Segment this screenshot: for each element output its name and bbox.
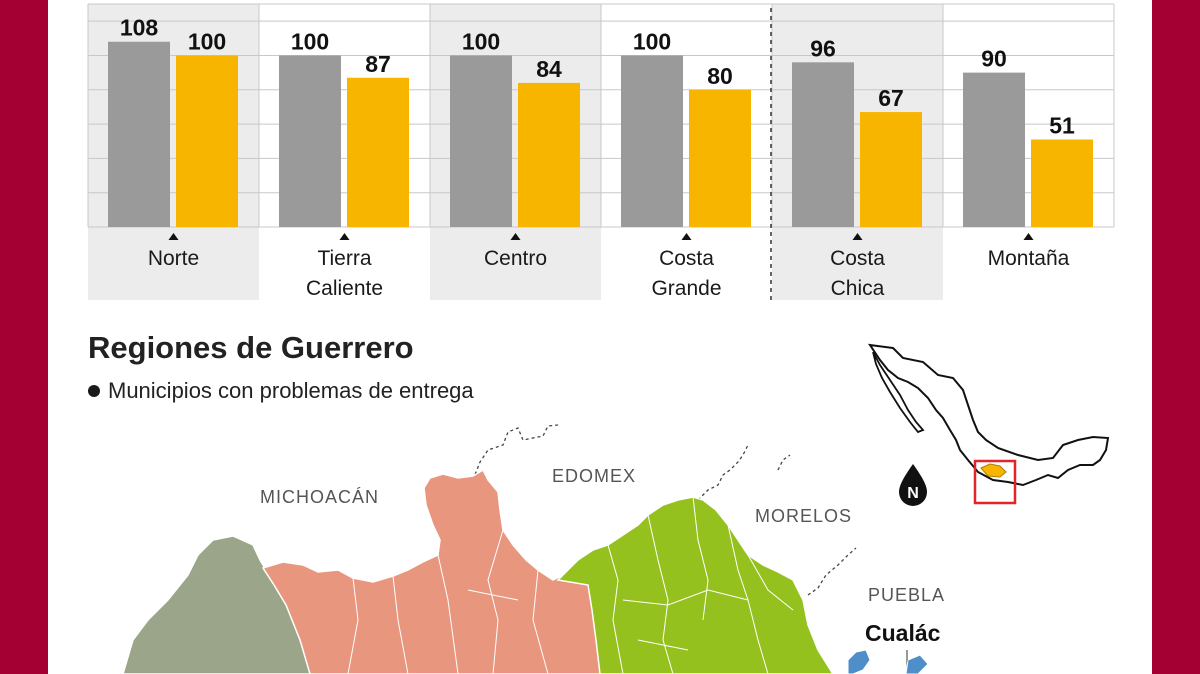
- municipality-label-cualac: Cualác: [865, 620, 941, 646]
- tick-marker-icon: [339, 233, 350, 240]
- bar: [176, 55, 238, 227]
- category-label-line: Centro: [483, 247, 548, 270]
- region-cualac: [847, 649, 871, 674]
- category-label: Norte: [89, 244, 259, 274]
- guerrero-map: N: [122, 343, 1110, 674]
- tick-marker-icon: [510, 233, 521, 240]
- mexico-inset: [867, 343, 1110, 505]
- bars: [108, 41, 1093, 228]
- state-label-morelos: MORELOS: [755, 506, 853, 526]
- value-label: 108: [120, 15, 159, 41]
- value-label: 51: [1049, 113, 1075, 139]
- category-label: Tierra Caliente: [260, 244, 430, 304]
- value-label: 80: [707, 63, 733, 89]
- value-label: 84: [536, 56, 562, 82]
- category-label-line: Costa: [830, 247, 885, 270]
- tick-marker-icon: [681, 233, 692, 240]
- category-label: Centro: [431, 244, 601, 274]
- category-label-line: Norte: [147, 247, 200, 270]
- bar: [518, 82, 580, 228]
- inset-highlight-box: [973, 459, 1017, 505]
- value-labels: 108 100 100 87 100 84 100 80 96 67 90 51: [120, 15, 1075, 139]
- bar: [963, 72, 1025, 227]
- category-label: Costa Grande: [602, 244, 772, 304]
- value-label: 96: [810, 35, 836, 61]
- gridlines: [87, 3, 1115, 228]
- guerrero-inset: [980, 463, 1007, 478]
- value-label: 100: [462, 28, 500, 54]
- tick-marker-icon: [1023, 233, 1034, 240]
- value-label: 90: [981, 46, 1007, 72]
- region-montana: [556, 496, 834, 674]
- tick-marks: [168, 233, 1034, 240]
- border-north-2: [697, 444, 749, 501]
- category-label-line: Chica: [830, 277, 885, 300]
- border-puebla: [807, 547, 857, 596]
- bar: [621, 55, 683, 227]
- mexico-outline: [867, 343, 1110, 487]
- border-north-1: [472, 424, 559, 481]
- category-label-line: Tierra: [317, 247, 372, 270]
- category-label-line: Grande: [651, 277, 722, 300]
- bar: [792, 62, 854, 228]
- category-label: Montaña: [944, 244, 1114, 274]
- legend-text: Municipios con problemas de entrega: [108, 378, 474, 403]
- value-label: 87: [365, 51, 391, 77]
- tick-marker-icon: [852, 233, 863, 240]
- bar: [108, 41, 170, 227]
- category-label-line: Caliente: [305, 277, 384, 300]
- value-label: 67: [878, 85, 904, 111]
- baja-california: [872, 351, 925, 434]
- border-morelos: [777, 454, 791, 471]
- bar: [860, 112, 922, 227]
- category-label: Costa Chica: [773, 244, 943, 304]
- legend-dot-icon: [88, 385, 100, 397]
- bar: [689, 89, 751, 228]
- bar: [450, 55, 512, 227]
- category-label-line: Montaña: [987, 247, 1070, 270]
- region-costa-edge: [905, 654, 929, 674]
- map-legend: Municipios con problemas de entrega: [88, 378, 474, 404]
- value-label: 100: [633, 28, 671, 54]
- compass-icon: N: [899, 464, 927, 506]
- bar: [279, 55, 341, 227]
- state-label-edomex: EDOMEX: [552, 466, 637, 486]
- centro-internal-lines: [347, 529, 549, 674]
- tick-marker-icon: [168, 233, 179, 240]
- state-label-puebla: PUEBLA: [868, 585, 946, 605]
- category-label-line: Costa: [659, 247, 714, 270]
- value-label: 100: [291, 28, 329, 54]
- bar-chart: 108 100 100 87 100 84 100 80 96 67 90 51: [87, 3, 1115, 300]
- infographic-page: 108 100 100 87 100 84 100 80 96 67 90 51 Norte Tierr…: [48, 0, 1152, 674]
- bar: [1031, 139, 1093, 227]
- map-title: Regiones de Guerrero: [88, 330, 414, 365]
- montana-internal-lines: [607, 496, 794, 674]
- compass-label: N: [907, 485, 919, 502]
- state-label-michoacan: MICHOACÁN: [260, 487, 380, 507]
- bar: [347, 77, 409, 227]
- value-label: 100: [188, 28, 226, 54]
